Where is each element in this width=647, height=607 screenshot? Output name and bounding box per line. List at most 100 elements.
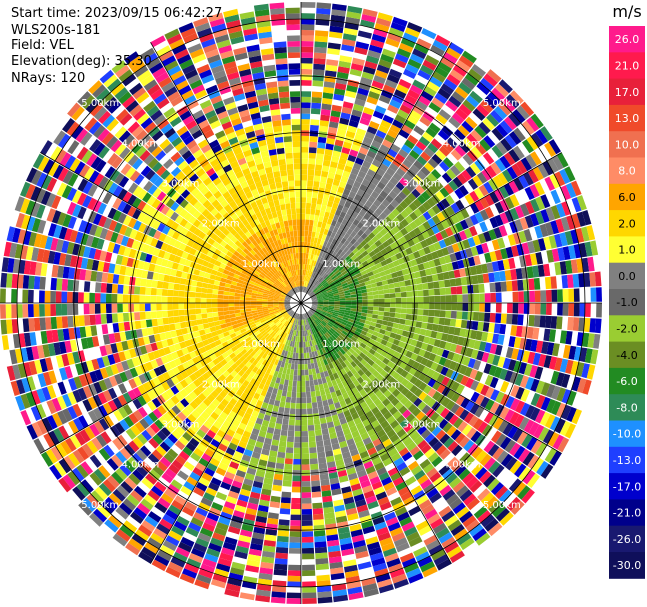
velocity-gate [484, 303, 491, 313]
velocity-gate [326, 254, 332, 261]
velocity-gate [184, 309, 191, 316]
velocity-gate [271, 364, 277, 371]
velocity-gate [397, 275, 405, 282]
velocity-gate [400, 491, 413, 502]
velocity-gate [6, 273, 13, 288]
velocity-gate [320, 479, 330, 486]
velocity-gate [255, 470, 266, 478]
velocity-gate [183, 461, 195, 472]
velocity-gate [136, 465, 149, 477]
velocity-gate [189, 309, 196, 315]
velocity-gate [470, 202, 480, 214]
velocity-gate [35, 188, 46, 204]
velocity-gate [280, 309, 286, 313]
velocity-gate [336, 263, 343, 270]
velocity-gate [47, 250, 56, 264]
velocity-gate [329, 432, 338, 440]
velocity-gate [292, 470, 301, 476]
velocity-gate [419, 116, 432, 127]
velocity-gate [315, 310, 321, 315]
velocity-gate [131, 452, 144, 465]
velocity-gate [363, 323, 370, 329]
velocity-gate [301, 130, 310, 136]
velocity-gate [496, 450, 509, 464]
velocity-gate [256, 303, 262, 306]
velocity-gate [265, 528, 278, 536]
velocity-gate [389, 293, 396, 298]
velocity-gate [334, 298, 340, 302]
velocity-gate [225, 583, 241, 592]
velocity-gate [306, 276, 310, 282]
velocity-gate [74, 231, 84, 244]
velocity-gate [311, 328, 315, 335]
velocity-gate [128, 473, 141, 486]
velocity-gate [329, 189, 337, 197]
velocity-gate [301, 185, 307, 192]
velocity-gate [245, 300, 251, 303]
velocity-gate [48, 430, 60, 446]
velocity-gate [276, 314, 283, 319]
velocity-gate [306, 329, 310, 336]
velocity-gate [462, 337, 470, 347]
velocity-gate [301, 369, 305, 376]
velocity-gate [522, 350, 530, 363]
velocity-gate [474, 125, 487, 139]
velocity-gate [405, 337, 413, 345]
velocity-gate [281, 318, 287, 324]
velocity-gate [234, 414, 243, 423]
velocity-gate [197, 375, 206, 384]
velocity-gate [435, 149, 447, 161]
velocity-gate [66, 187, 77, 201]
velocity-gate [367, 299, 374, 303]
velocity-gate [469, 523, 484, 537]
velocity-gate [61, 353, 70, 367]
velocity-gate [205, 487, 218, 497]
velocity-gate [389, 242, 398, 250]
velocity-gate [339, 348, 346, 355]
velocity-gate [145, 311, 152, 320]
velocity-gate [316, 574, 331, 582]
velocity-gate [438, 505, 452, 518]
velocity-gate [586, 364, 596, 380]
velocity-gate [190, 452, 201, 462]
velocity-gate [315, 338, 320, 345]
velocity-gate [313, 52, 327, 59]
velocity-gate [328, 166, 337, 174]
velocity-gate [163, 452, 175, 464]
velocity-gate [587, 256, 595, 272]
velocity-gate [157, 405, 167, 416]
velocity-gate [210, 269, 218, 276]
velocity-gate [350, 294, 357, 298]
velocity-gate [521, 242, 530, 255]
velocity-gate [278, 446, 286, 453]
velocity-gate [112, 489, 126, 502]
velocity-gate [6, 365, 16, 381]
velocity-gate [278, 304, 285, 307]
velocity-gate [484, 374, 494, 387]
velocity-gate [376, 402, 386, 411]
velocity-gate [271, 339, 277, 346]
velocity-gate [350, 308, 357, 312]
velocity-gate [301, 119, 310, 125]
velocity-gate [500, 453, 513, 467]
velocity-gate [11, 289, 18, 303]
velocity-gate [206, 385, 215, 394]
velocity-gate [36, 345, 45, 359]
velocity-gate [122, 312, 130, 322]
velocity-gate [265, 334, 272, 341]
velocity-gate [453, 129, 466, 141]
velocity-gate [236, 282, 243, 288]
velocity-gate [396, 392, 405, 402]
velocity-gate [247, 316, 254, 321]
velocity-gate [428, 309, 435, 317]
velocity-gate [269, 381, 276, 388]
velocity-gate [316, 295, 323, 298]
velocity-gate [454, 251, 463, 261]
velocity-gate [408, 326, 416, 333]
velocity-gate [331, 325, 338, 331]
velocity-gate [389, 527, 403, 537]
velocity-gate [422, 261, 431, 270]
velocity-gate [94, 369, 104, 381]
velocity-gate [495, 344, 503, 356]
velocity-gate [231, 336, 239, 342]
